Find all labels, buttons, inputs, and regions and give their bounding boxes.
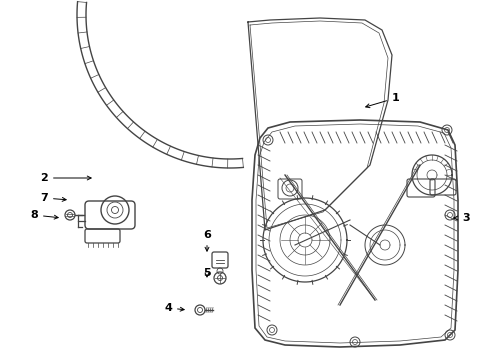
Text: 1: 1 — [366, 93, 400, 108]
Text: 4: 4 — [164, 303, 184, 313]
Text: 2: 2 — [40, 173, 91, 183]
Text: 7: 7 — [40, 193, 66, 203]
Text: 6: 6 — [203, 230, 211, 251]
Text: 8: 8 — [30, 210, 58, 220]
Text: 5: 5 — [203, 268, 211, 278]
Text: 3: 3 — [454, 213, 469, 223]
